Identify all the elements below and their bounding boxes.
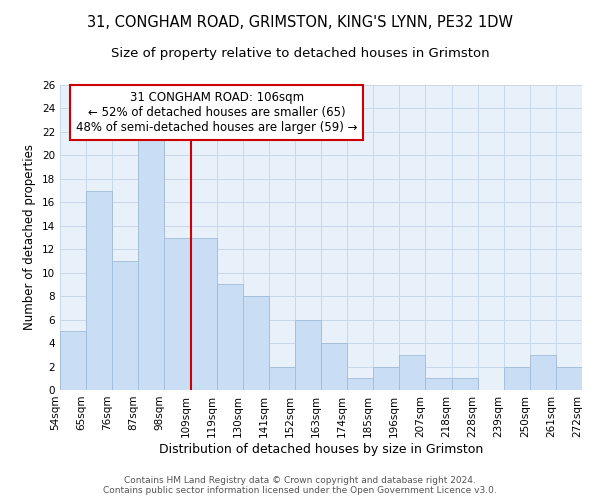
Bar	[112, 261, 139, 390]
Bar	[425, 378, 452, 390]
Bar	[269, 366, 295, 390]
Bar	[347, 378, 373, 390]
Bar	[556, 366, 582, 390]
Y-axis label: Number of detached properties: Number of detached properties	[23, 144, 37, 330]
X-axis label: Distribution of detached houses by size in Grimston: Distribution of detached houses by size …	[159, 442, 483, 456]
Text: Size of property relative to detached houses in Grimston: Size of property relative to detached ho…	[110, 48, 490, 60]
Bar	[530, 355, 556, 390]
Text: 31, CONGHAM ROAD, GRIMSTON, KING'S LYNN, PE32 1DW: 31, CONGHAM ROAD, GRIMSTON, KING'S LYNN,…	[87, 15, 513, 30]
Text: Contains HM Land Registry data © Crown copyright and database right 2024.
Contai: Contains HM Land Registry data © Crown c…	[103, 476, 497, 495]
Bar	[86, 190, 112, 390]
Bar	[295, 320, 321, 390]
Bar	[139, 132, 164, 390]
Bar	[217, 284, 243, 390]
Bar	[60, 332, 86, 390]
Bar	[373, 366, 400, 390]
Bar	[321, 343, 347, 390]
Bar	[164, 238, 191, 390]
Bar	[242, 296, 269, 390]
Bar	[191, 238, 217, 390]
Text: 31 CONGHAM ROAD: 106sqm
← 52% of detached houses are smaller (65)
48% of semi-de: 31 CONGHAM ROAD: 106sqm ← 52% of detache…	[76, 91, 358, 134]
Bar	[452, 378, 478, 390]
Bar	[504, 366, 530, 390]
Bar	[400, 355, 425, 390]
